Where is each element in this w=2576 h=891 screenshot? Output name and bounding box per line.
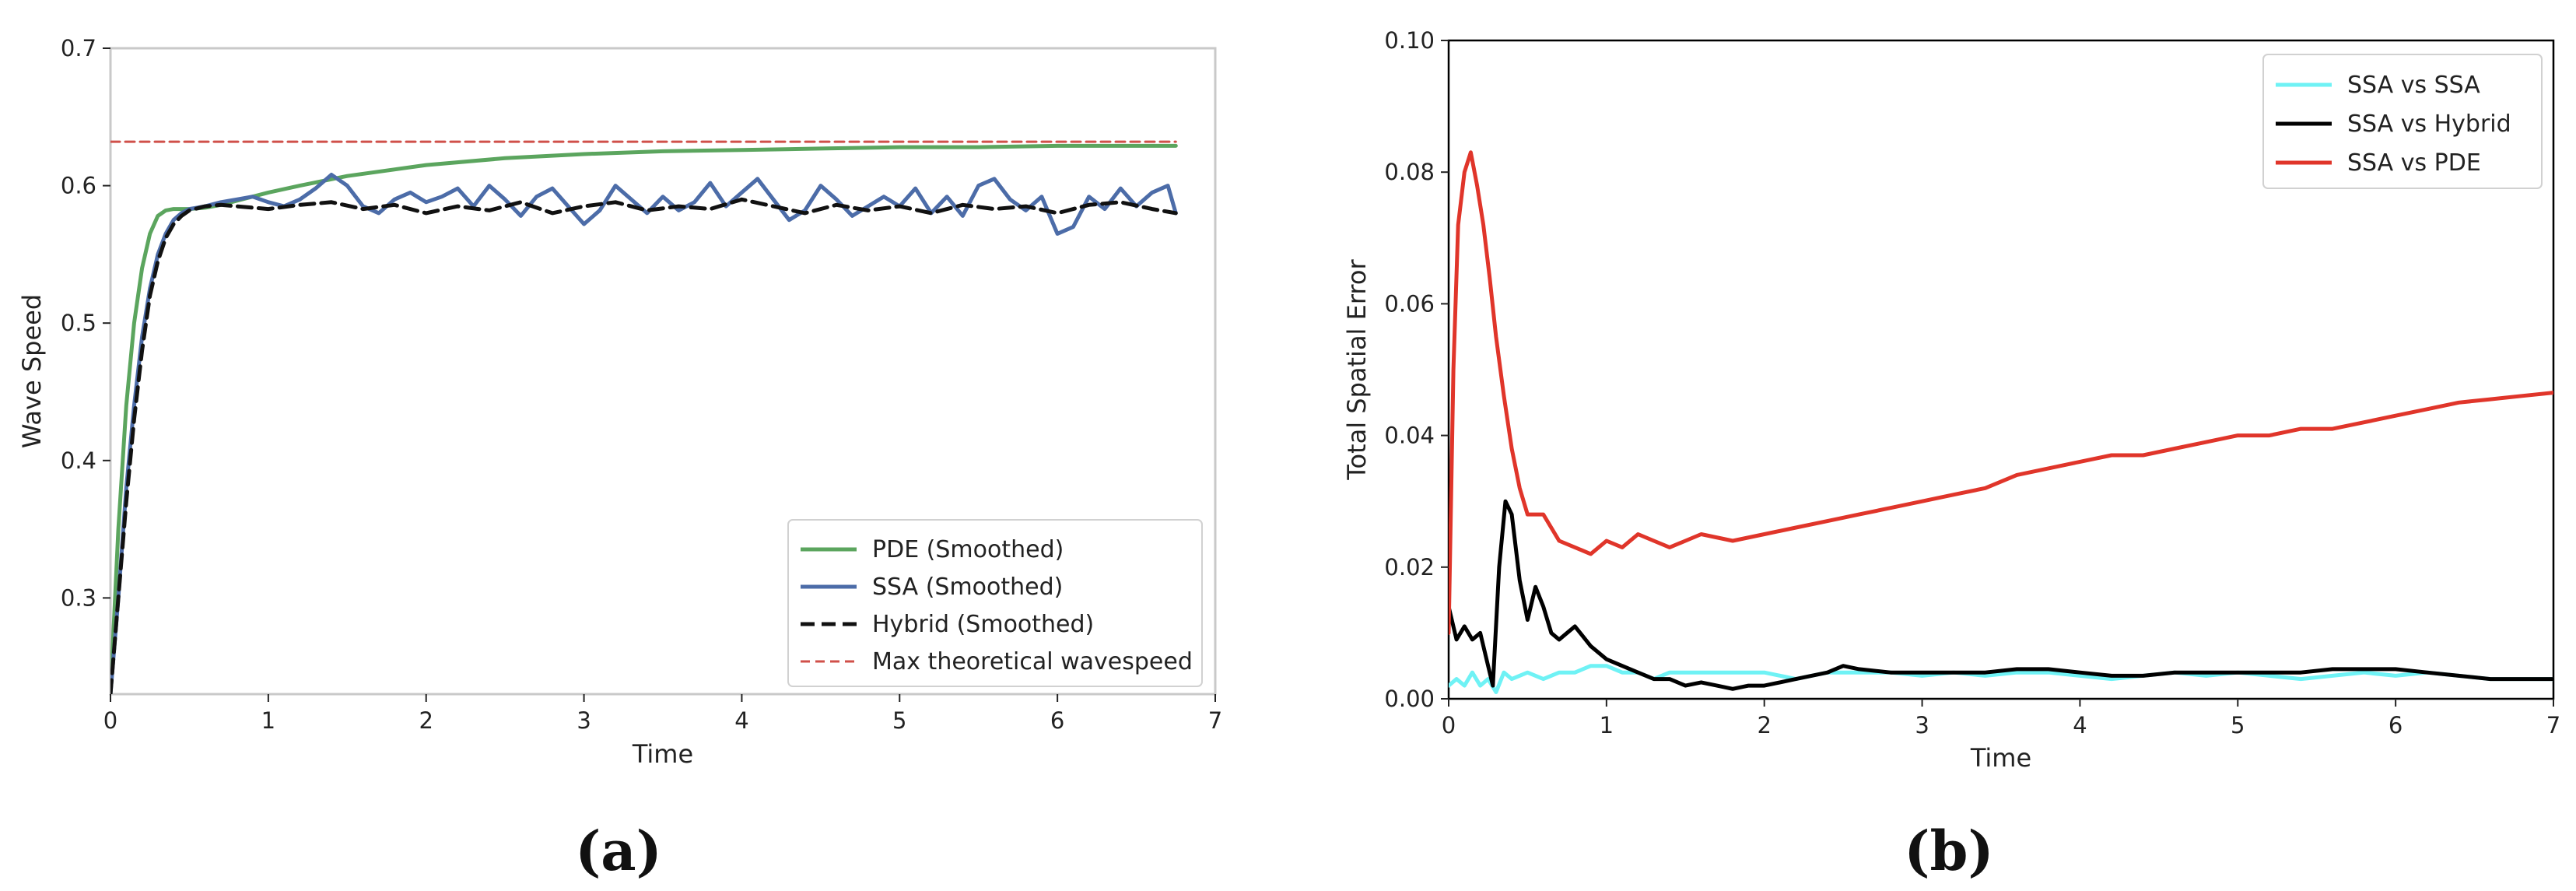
series-line-ssa-vs-pde [1449,150,2553,635]
x-tick-label: 0 [103,707,117,734]
legend-label-pde-smoothed: PDE (Smoothed) [872,536,1064,563]
chart-panel-a: 0 1 2 3 4 5 6 7 0.3 0.4 0.5 0.6 0.7 Time Wave Speed PDE… [17,35,1222,883]
x-tick-label: 7 [1208,707,1222,734]
x-axis-label: Time [632,739,693,769]
x-tick-label: 2 [419,707,433,734]
legend-box [2262,54,2543,189]
y-tick-label: 0.5 [61,310,96,336]
x-tick-label: 6 [1050,707,1064,734]
y-tick-label: 0.4 [61,447,96,474]
chart-panel-b: 0 1 2 3 4 5 6 7 0.00 0.02 0.04 0.06 0.08 0.10 Time Tota… [1342,27,2560,883]
series-lines [1449,150,2553,694]
y-axis-label: Wave Speed [17,294,47,448]
x-tick-label: 6 [2388,712,2403,738]
x-tick-label: 7 [2546,712,2560,738]
series-line-hybrid-smoothed [110,197,1178,694]
legend-label-hybrid-smoothed: Hybrid (Smoothed) [872,611,1094,638]
legend: SSA vs SSA SSA vs Hybrid SSA vs PDE [2262,54,2543,189]
legend: PDE (Smoothed) SSA (Smoothed) Hybrid (Smoo… [787,519,1203,687]
x-tick-label: 5 [2231,712,2245,738]
x-tick-label: 3 [577,707,591,734]
y-tick-label: 0.3 [61,584,96,611]
x-tick-label: 4 [734,707,748,734]
panel-caption: (a) [575,819,662,883]
panel-caption: (b) [1904,819,1993,883]
x-tick-label: 0 [1442,712,1456,738]
legend-label-ssa-vs-ssa: SSA vs SSA [2347,72,2480,99]
series-line-ssa-vs-hybrid [1449,499,2553,691]
y-tick-label: 0.7 [61,35,96,61]
y-tick-label: 0.6 [61,173,96,199]
y-tick-label: 0.00 [1384,686,1435,712]
y-axis-label: Total Spatial Error [1342,259,1372,481]
x-tick-label: 4 [2073,712,2087,738]
y-tick-label: 0.08 [1384,159,1435,185]
series-line-ssa-smoothed [110,173,1178,694]
y-tick-label: 0.04 [1384,423,1435,449]
x-tick-label: 1 [261,707,275,734]
y-tick-label: 0.06 [1384,290,1435,317]
x-axis-label: Time [1970,743,2031,773]
x-tick-label: 2 [1757,712,1771,738]
legend-label-ssa-vs-pde: SSA vs PDE [2347,149,2481,177]
legend-label-max-theoretical-wavespeed: Max theoretical wavespeed [872,648,1193,675]
legend-label-ssa-vs-hybrid: SSA vs Hybrid [2347,110,2511,138]
legend-label-ssa-smoothed: SSA (Smoothed) [872,574,1063,601]
series-lines [110,140,1178,694]
y-tick-label: 0.10 [1384,27,1435,54]
x-tick-label: 1 [1600,712,1614,738]
x-tick-label: 5 [892,707,906,734]
y-tick-label: 0.02 [1384,554,1435,581]
legend-box [787,519,1203,687]
x-tick-label: 3 [1915,712,1929,738]
